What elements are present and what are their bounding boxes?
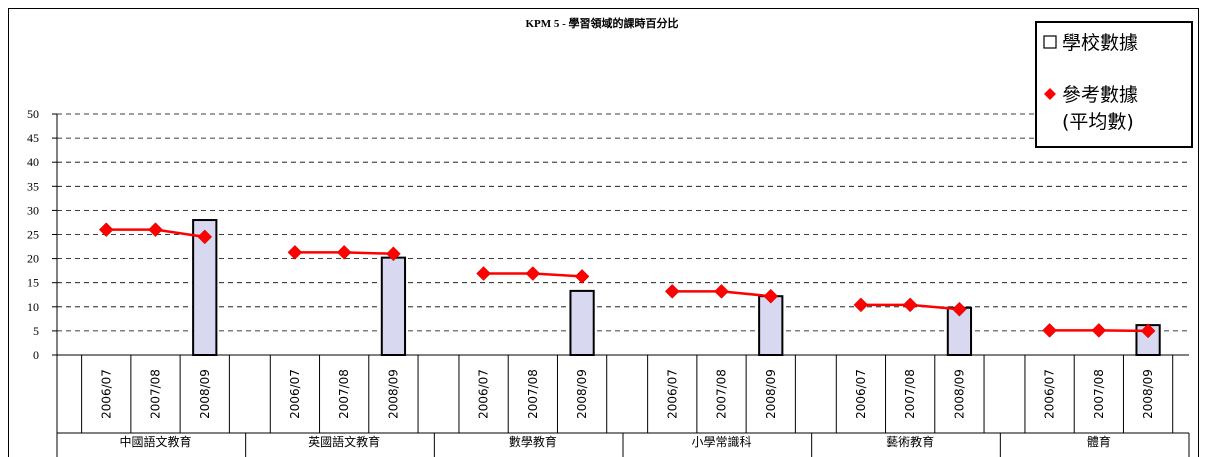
year-tick-label: 2008/09 bbox=[575, 369, 589, 419]
reference-point-marker bbox=[476, 266, 491, 281]
legend-box bbox=[1035, 21, 1193, 148]
reference-point-marker bbox=[287, 244, 303, 260]
reference-point-marker bbox=[148, 222, 163, 238]
y-tick-label: 0 bbox=[33, 348, 39, 362]
y-tick-label: 35 bbox=[27, 179, 39, 193]
chart-frame bbox=[8, 8, 1199, 457]
reference-point-marker bbox=[1042, 323, 1057, 338]
y-tick-label: 40 bbox=[27, 155, 39, 169]
legend-diamond-marker bbox=[1044, 88, 1056, 100]
group-label: 中國語文教育 bbox=[119, 434, 191, 449]
year-tick-label: 2006/07 bbox=[99, 369, 113, 419]
legend-school-label: 學校數據 bbox=[1062, 32, 1138, 54]
y-tick-label: 15 bbox=[27, 276, 39, 290]
year-tick-label: 2008/09 bbox=[764, 369, 778, 419]
y-tick-label: 45 bbox=[27, 131, 39, 145]
year-tick-label: 2007/08 bbox=[337, 369, 351, 419]
year-tick-label: 2008/09 bbox=[198, 369, 212, 419]
reference-point-marker bbox=[386, 246, 401, 262]
reference-point-marker bbox=[664, 284, 680, 299]
reference-point-marker bbox=[98, 222, 114, 238]
bar-school-data bbox=[380, 256, 407, 356]
group-label: 藝術教育 bbox=[886, 434, 934, 449]
y-tick-label: 25 bbox=[27, 228, 39, 242]
bar-school-data bbox=[758, 295, 784, 357]
group-label: 數學教育 bbox=[509, 434, 557, 449]
group-label: 小學常識科 bbox=[691, 435, 751, 449]
reference-point-marker bbox=[1140, 323, 1156, 339]
y-tick-label: 10 bbox=[27, 300, 39, 314]
group-label: 英國語文教育 bbox=[308, 434, 380, 449]
legend-ref-label-line1: 參考數據 bbox=[1062, 84, 1138, 106]
line-layer bbox=[98, 222, 1156, 339]
reference-point-marker bbox=[336, 244, 352, 260]
year-tick-label: 2007/08 bbox=[1092, 369, 1106, 419]
reference-point-marker bbox=[574, 269, 590, 284]
legend: 學校數據 參考數據 (平均數) bbox=[1035, 21, 1193, 148]
reference-point-marker bbox=[853, 297, 869, 313]
y-tick-label: 5 bbox=[33, 324, 39, 338]
year-tick-label: 2008/09 bbox=[386, 369, 400, 419]
year-tick-label: 2006/07 bbox=[1043, 369, 1057, 419]
reference-point-marker bbox=[1091, 323, 1107, 338]
year-tick-label: 2006/07 bbox=[288, 369, 302, 419]
year-tick-label: 2006/07 bbox=[854, 369, 868, 419]
y-tick-label: 30 bbox=[27, 203, 39, 217]
legend-bar-swatch bbox=[1043, 35, 1057, 49]
year-tick-label: 2008/09 bbox=[952, 369, 966, 419]
reference-point-marker bbox=[197, 229, 213, 245]
group-label: 體育 bbox=[1087, 434, 1111, 449]
bar-school-data bbox=[569, 289, 595, 357]
reference-point-marker bbox=[763, 288, 779, 304]
year-tick-label: 2007/08 bbox=[149, 369, 163, 419]
reference-point-marker bbox=[952, 301, 967, 317]
reference-point-marker bbox=[902, 297, 918, 313]
year-tick-label: 2007/08 bbox=[715, 369, 729, 419]
reference-point-marker bbox=[714, 284, 729, 299]
y-tick-label: 50 bbox=[27, 107, 39, 121]
axis-layer: 0 5 10 15 20 25 30 35 40 45 50 2006/07 2007/08 2008/0… bbox=[27, 107, 1190, 457]
year-tick-label: 2006/07 bbox=[665, 369, 679, 419]
bar-layer bbox=[192, 219, 1161, 357]
reference-point-marker bbox=[525, 266, 541, 281]
legend-ref-label-line2: (平均數) bbox=[1062, 111, 1134, 133]
y-tick-label: 20 bbox=[27, 252, 39, 266]
year-tick-label: 2007/08 bbox=[526, 369, 540, 419]
chart-title: KPM 5 - 學習領域的課時百分比 bbox=[525, 16, 678, 30]
year-tick-label: 2007/08 bbox=[903, 369, 917, 419]
year-tick-label: 2006/07 bbox=[477, 369, 491, 419]
year-tick-label: 2008/09 bbox=[1141, 369, 1155, 419]
